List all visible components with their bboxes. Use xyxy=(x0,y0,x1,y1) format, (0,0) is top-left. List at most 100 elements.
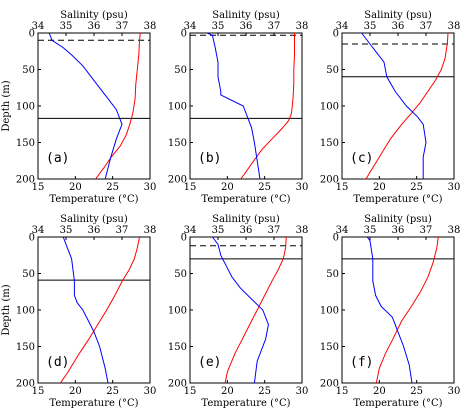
salinity-tick-label: 34 xyxy=(184,225,197,236)
salinity-tick-label: 34 xyxy=(32,225,45,236)
temperature-tick-label: 25 xyxy=(410,386,423,397)
temperature-tick-label: 25 xyxy=(258,182,271,193)
depth-tick-label: 100 xyxy=(320,306,339,317)
temperature-tick-label: 20 xyxy=(69,386,82,397)
depth-tick-label: 150 xyxy=(320,138,339,149)
salinity-tick-label: 37 xyxy=(420,21,433,32)
salinity-tick-label: 35 xyxy=(212,225,225,236)
temperature-tick-label: 15 xyxy=(336,386,349,397)
panel-label: (c) xyxy=(350,151,373,166)
depth-tick-label: 0 xyxy=(181,29,187,40)
depth-tick-label: 100 xyxy=(168,306,187,317)
salinity-tick-label: 38 xyxy=(448,21,461,32)
salinity-tick-label: 35 xyxy=(364,225,377,236)
salinity-profile xyxy=(206,32,261,180)
temperature-profile xyxy=(224,236,287,384)
depth-tick-label: 200 xyxy=(168,175,187,186)
depth-tick-label: 0 xyxy=(181,233,187,244)
panel-b: 34 35 36 37 38 15 20 25 30 0 50 100 150 200 Salinity (… xyxy=(168,10,308,205)
salinity-tick-label: 36 xyxy=(88,21,101,32)
depth-axis-label: Depth (m) xyxy=(1,80,12,131)
salinity-tick-label: 35 xyxy=(60,21,73,32)
temperature-axis-label: Temperature (°C) xyxy=(49,194,138,205)
depth-tick-label: 100 xyxy=(168,102,187,113)
depth-tick-label: 200 xyxy=(320,379,339,390)
salinity-tick-label: 36 xyxy=(88,225,101,236)
salinity-axis-label: Salinity (psu) xyxy=(60,214,128,225)
depth-tick-label: 100 xyxy=(16,102,35,113)
temperature-tick-label: 30 xyxy=(296,182,309,193)
temperature-tick-label: 30 xyxy=(448,182,461,193)
depth-tick-label: 150 xyxy=(16,342,35,353)
salinity-tick-label: 37 xyxy=(116,225,129,236)
salinity-tick-label: 34 xyxy=(336,21,349,32)
salinity-axis-label: Salinity (psu) xyxy=(364,10,432,21)
temperature-tick-label: 20 xyxy=(373,182,386,193)
temperature-tick-label: 25 xyxy=(410,182,423,193)
temperature-profile xyxy=(95,32,141,180)
temperature-tick-label: 20 xyxy=(69,182,82,193)
depth-tick-label: 0 xyxy=(333,233,339,244)
temperature-profile xyxy=(365,32,449,180)
panel-e: 34 35 36 37 38 15 20 25 30 0 50 100 150 200 Salinity (… xyxy=(168,214,308,409)
salinity-tick-label: 35 xyxy=(212,21,225,32)
salinity-axis-label: Salinity (psu) xyxy=(60,10,128,21)
salinity-tick-label: 37 xyxy=(268,225,281,236)
salinity-tick-label: 34 xyxy=(336,225,349,236)
temperature-tick-label: 20 xyxy=(221,386,234,397)
salinity-tick-label: 38 xyxy=(296,21,309,32)
depth-tick-label: 0 xyxy=(333,29,339,40)
depth-tick-label: 200 xyxy=(168,379,187,390)
temperature-tick-label: 15 xyxy=(184,386,197,397)
salinity-tick-label: 35 xyxy=(364,21,377,32)
salinity-axis-label: Salinity (psu) xyxy=(364,214,432,225)
depth-tick-label: 200 xyxy=(16,379,35,390)
temperature-tick-label: 25 xyxy=(106,182,119,193)
panel-d: 34 35 36 37 38 15 20 25 30 0 50 100 150 200 Salinity (… xyxy=(1,214,156,409)
depth-tick-label: 50 xyxy=(174,269,187,280)
temperature-axis-label: Temperature (°C) xyxy=(49,398,138,409)
depth-tick-label: 0 xyxy=(29,29,35,40)
depth-tick-label: 200 xyxy=(320,175,339,186)
depth-tick-label: 100 xyxy=(16,306,35,317)
salinity-tick-label: 37 xyxy=(116,21,129,32)
salinity-tick-label: 38 xyxy=(296,225,309,236)
salinity-tick-label: 36 xyxy=(240,225,253,236)
depth-tick-label: 200 xyxy=(16,175,35,186)
depth-tick-label: 150 xyxy=(168,138,187,149)
salinity-tick-label: 34 xyxy=(184,21,197,32)
salinity-tick-label: 36 xyxy=(240,21,253,32)
depth-tick-label: 100 xyxy=(320,102,339,113)
panel-label: (e) xyxy=(198,355,221,370)
panel-c: 34 35 36 37 38 15 20 25 30 0 50 100 150 200 Salinity (… xyxy=(320,10,460,205)
depth-tick-label: 150 xyxy=(320,342,339,353)
panel-label: (f) xyxy=(350,355,373,370)
salinity-tick-label: 35 xyxy=(60,225,73,236)
depth-tick-label: 50 xyxy=(326,65,339,76)
panel-label: (b) xyxy=(198,151,221,166)
depth-tick-label: 50 xyxy=(22,65,35,76)
panel-label: (a) xyxy=(46,151,69,166)
temperature-profile xyxy=(59,236,140,384)
temperature-profile xyxy=(240,33,295,180)
temperature-tick-label: 30 xyxy=(144,386,157,397)
salinity-profile xyxy=(48,32,123,180)
temperature-tick-label: 15 xyxy=(32,386,45,397)
temperature-tick-label: 25 xyxy=(258,386,271,397)
salinity-tick-label: 34 xyxy=(32,21,45,32)
depth-tick-label: 50 xyxy=(174,65,187,76)
salinity-tick-label: 38 xyxy=(144,225,157,236)
temperature-tick-label: 15 xyxy=(32,182,45,193)
temperature-profile xyxy=(375,236,439,384)
temperature-tick-label: 15 xyxy=(184,182,197,193)
salinity-profile xyxy=(366,236,413,384)
depth-axis-label: Depth (m) xyxy=(1,284,12,335)
panel-label: (d) xyxy=(46,355,69,370)
temperature-tick-label: 30 xyxy=(448,386,461,397)
temperature-axis-label: Temperature (°C) xyxy=(353,398,442,409)
temperature-tick-label: 30 xyxy=(296,386,309,397)
temperature-axis-label: Temperature (°C) xyxy=(201,398,290,409)
temperature-tick-label: 25 xyxy=(106,386,119,397)
salinity-profile xyxy=(62,236,109,384)
